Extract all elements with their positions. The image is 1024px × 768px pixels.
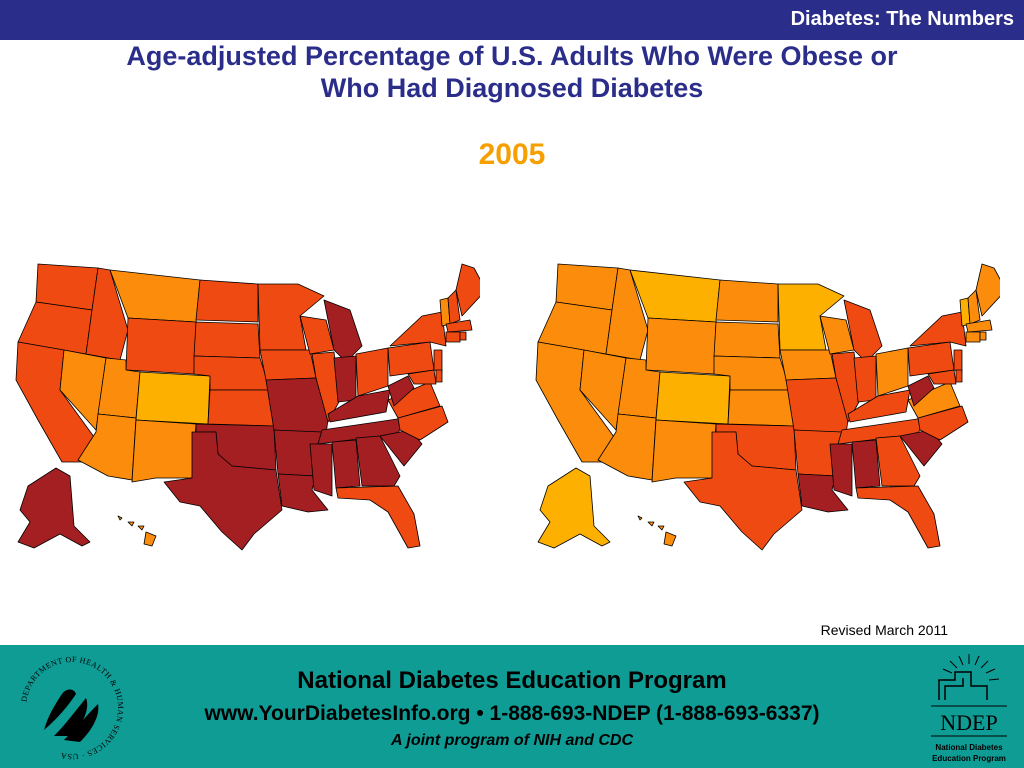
state-georgia bbox=[875, 435, 921, 487]
state-south-dakota bbox=[193, 321, 261, 359]
state-michigan bbox=[323, 299, 363, 363]
diabetes-map bbox=[535, 263, 1000, 551]
state-hawaii bbox=[637, 515, 677, 547]
state-south-carolina bbox=[379, 429, 423, 467]
state-new-jersey bbox=[953, 349, 963, 373]
state-new-hampshire bbox=[447, 289, 461, 325]
state-north-carolina bbox=[917, 405, 969, 441]
state-mississippi bbox=[309, 443, 333, 497]
state-virginia bbox=[907, 381, 961, 419]
footer-bar: National Diabetes Education Program www.… bbox=[0, 645, 1024, 768]
state-delaware bbox=[435, 369, 443, 383]
state-michigan bbox=[843, 299, 883, 363]
state-indiana bbox=[853, 355, 877, 403]
state-connecticut bbox=[445, 331, 461, 343]
hhs-seal-icon: DEPARTMENT OF HEALTH & HUMAN SERVICES · … bbox=[19, 655, 125, 761]
state-north-carolina bbox=[397, 405, 449, 441]
state-arizona bbox=[77, 413, 137, 481]
state-maine bbox=[975, 263, 1000, 317]
revised-date: Revised March 2011 bbox=[820, 622, 948, 638]
state-north-dakota bbox=[195, 279, 259, 323]
ndep-logo-icon: NDEP National Diabetes Education Program bbox=[931, 654, 1007, 763]
state-new-hampshire bbox=[967, 289, 981, 325]
state-wyoming bbox=[125, 317, 197, 375]
header-bar: Diabetes: The Numbers bbox=[0, 0, 1024, 40]
state-kentucky bbox=[327, 389, 391, 423]
state-texas bbox=[683, 431, 803, 551]
section-label: Diabetes: The Numbers bbox=[790, 8, 1014, 30]
state-new-mexico bbox=[651, 419, 717, 483]
state-alabama bbox=[331, 439, 361, 489]
state-maine bbox=[455, 263, 480, 317]
state-new-york bbox=[389, 311, 447, 347]
state-colorado bbox=[655, 371, 731, 425]
state-south-carolina bbox=[899, 429, 943, 467]
seal-text: DEPARTMENT OF HEALTH & HUMAN SERVICES · … bbox=[19, 655, 124, 761]
state-south-dakota bbox=[713, 321, 781, 359]
state-ohio bbox=[355, 347, 389, 397]
state-colorado bbox=[135, 371, 211, 425]
state-wyoming bbox=[645, 317, 717, 375]
state-delaware bbox=[955, 369, 963, 383]
ndep-sub1: National Diabetes bbox=[935, 743, 1003, 752]
map-states bbox=[535, 263, 1000, 551]
state-alaska bbox=[537, 467, 611, 549]
ndep-sub2: Education Program bbox=[932, 754, 1006, 763]
year-label: 2005 bbox=[478, 138, 546, 171]
state-maryland bbox=[927, 369, 957, 385]
state-hawaii bbox=[117, 515, 157, 547]
state-indiana bbox=[333, 355, 357, 403]
title-line-2: Who Had Diagnosed Diabetes bbox=[320, 73, 704, 103]
state-mississippi bbox=[829, 443, 853, 497]
state-kentucky bbox=[847, 389, 911, 423]
ndep-wordmark: NDEP bbox=[940, 710, 997, 735]
title-line-1: Age-adjusted Percentage of U.S. Adults W… bbox=[126, 41, 898, 71]
state-kansas bbox=[727, 389, 795, 427]
state-virginia bbox=[387, 381, 441, 419]
slide-title: Age-adjusted Percentage of U.S. Adults W… bbox=[0, 40, 1024, 104]
state-west-virginia bbox=[387, 375, 415, 407]
state-iowa bbox=[779, 349, 837, 381]
state-maryland bbox=[407, 369, 437, 385]
state-rhode-island bbox=[979, 331, 987, 341]
state-rhode-island bbox=[459, 331, 467, 341]
state-florida bbox=[335, 485, 421, 549]
state-missouri bbox=[265, 377, 329, 435]
state-west-virginia bbox=[907, 375, 935, 407]
state-missouri bbox=[785, 377, 849, 435]
state-florida bbox=[855, 485, 941, 549]
map-states bbox=[15, 263, 480, 551]
state-iowa bbox=[259, 349, 317, 381]
state-massachusetts bbox=[965, 319, 993, 333]
joint-program-note: A joint program of NIH and CDC bbox=[390, 732, 634, 749]
state-texas bbox=[163, 431, 283, 551]
contact-info: www.YourDiabetesInfo.org • 1-888-693-NDE… bbox=[204, 702, 820, 725]
state-arizona bbox=[597, 413, 657, 481]
state-new-york bbox=[909, 311, 967, 347]
state-kansas bbox=[207, 389, 275, 427]
state-north-dakota bbox=[715, 279, 779, 323]
state-alabama bbox=[851, 439, 881, 489]
state-alaska bbox=[17, 467, 91, 549]
svg-text:DEPARTMENT OF HEALTH & HUMAN S: DEPARTMENT OF HEALTH & HUMAN SERVICES · … bbox=[19, 655, 125, 761]
state-new-mexico bbox=[131, 419, 197, 483]
state-massachusetts bbox=[445, 319, 473, 333]
program-name: National Diabetes Education Program bbox=[297, 667, 727, 694]
state-new-jersey bbox=[433, 349, 443, 373]
state-ohio bbox=[875, 347, 909, 397]
state-georgia bbox=[355, 435, 401, 487]
state-connecticut bbox=[965, 331, 981, 343]
obesity-map bbox=[15, 263, 480, 551]
